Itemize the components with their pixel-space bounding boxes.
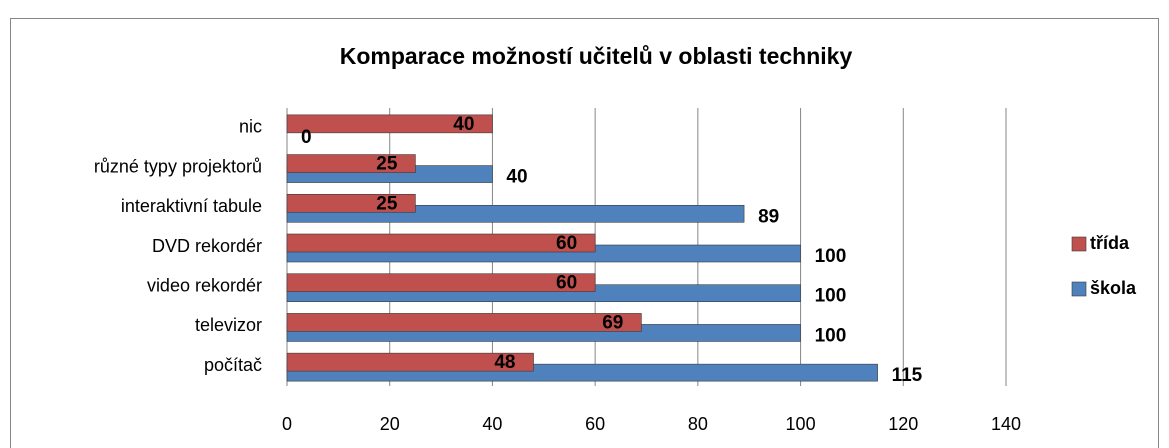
- data-label: 115: [892, 365, 923, 386]
- y-tick-label: nic: [239, 117, 262, 137]
- data-label: 100: [815, 286, 847, 307]
- x-tick-label: 120: [888, 414, 918, 434]
- y-tick-label: televizor: [195, 315, 262, 335]
- x-tick-label: 20: [380, 414, 400, 434]
- x-tick-label: 80: [688, 414, 708, 434]
- y-tick-label: video rekordér: [147, 275, 262, 295]
- chart-title: Komparace možností učitelů v oblasti tec…: [340, 43, 853, 69]
- y-tick-label: interaktivní tabule: [121, 196, 262, 216]
- data-label: 100: [815, 246, 847, 267]
- bar: [286, 233, 596, 253]
- data-label: 0: [301, 127, 312, 148]
- bar: [286, 313, 642, 332]
- data-label: 60: [556, 273, 577, 294]
- bar: [286, 193, 416, 213]
- data-label: 48: [494, 352, 515, 373]
- chart-border: [10, 18, 1159, 448]
- data-label: 25: [376, 154, 398, 175]
- x-tick-label: 140: [991, 414, 1021, 434]
- legend-label: škola: [1090, 278, 1137, 298]
- legend-label: třída: [1090, 233, 1130, 253]
- x-tick-label: 60: [585, 414, 605, 434]
- bar: [286, 114, 493, 134]
- data-label: 40: [506, 167, 527, 188]
- x-tick-label: 0: [282, 414, 292, 434]
- data-label: 69: [602, 312, 623, 333]
- y-tick-label: různé typy projektorů: [94, 156, 262, 176]
- bar: [286, 273, 596, 293]
- data-label: 60: [556, 233, 577, 254]
- bar: [286, 352, 534, 372]
- data-label: 89: [758, 206, 779, 227]
- data-label: 40: [453, 114, 474, 135]
- y-tick-label: počítač: [204, 355, 262, 375]
- legend-swatch: [1071, 281, 1087, 297]
- data-label: 100: [815, 325, 847, 346]
- legend-swatch: [1071, 236, 1087, 252]
- x-tick-label: 100: [786, 414, 816, 434]
- y-tick-label: DVD rekordér: [152, 236, 262, 256]
- data-label: 25: [376, 193, 398, 214]
- bar: [286, 154, 416, 173]
- x-tick-label: 40: [482, 414, 502, 434]
